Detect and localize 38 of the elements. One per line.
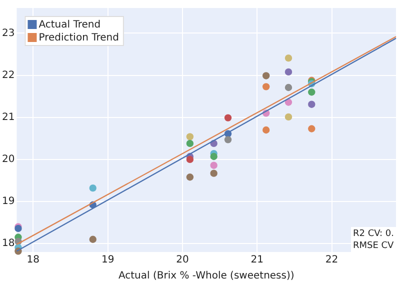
y-tick-label: 21 [2,112,15,123]
point [186,156,194,164]
point [284,68,292,76]
point [284,113,292,121]
x-tick-label: 19 [101,254,114,266]
point [186,133,194,140]
point [308,88,316,96]
point [224,114,232,122]
annotation: R2 CV: 0. [352,228,394,239]
point [262,83,270,90]
point [210,170,218,177]
point [262,126,270,134]
annotation: RMSE CV [352,240,395,251]
point [284,84,292,92]
point [224,136,232,144]
point [262,72,270,80]
point [89,184,96,192]
point [89,236,96,243]
x-tick-label: 22 [325,254,338,266]
x-axis-title: Actual (Brix % -Whole (sweetness)) [118,270,294,282]
point [284,98,292,106]
x-tick-label: 21 [250,254,264,266]
point [308,100,316,108]
x-tick-label: 18 [26,254,40,266]
legend-label: Actual Trend [38,20,101,31]
y-tick-label: 22 [2,70,15,81]
point [186,174,194,181]
point [186,140,194,148]
y-tick-label: 19 [2,196,15,208]
point [210,162,218,169]
point [210,152,218,160]
legend-label: Prediction Trend [38,32,119,44]
point [308,125,316,132]
y-tick-label: 23 [2,28,15,39]
x-tick-label: 20 [176,254,189,266]
y-tick-label: 18 [2,238,15,250]
y-tick-label: 20 [2,154,15,166]
point [284,54,292,62]
